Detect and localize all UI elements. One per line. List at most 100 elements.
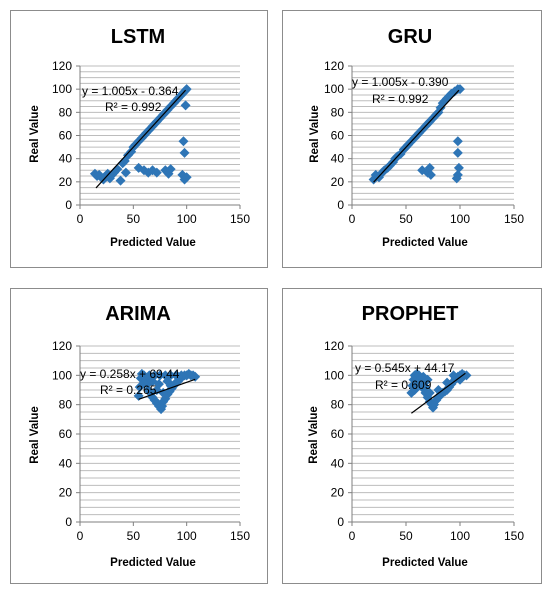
data-points (133, 368, 201, 415)
x-axis-label: Predicted Value (382, 557, 468, 569)
x-tick-label: 0 (77, 529, 84, 543)
x-tick-label: 50 (399, 529, 413, 543)
x-tick-label: 0 (349, 212, 356, 226)
data-point (418, 371, 429, 382)
y-tick-label: 100 (52, 368, 72, 382)
r-squared-label: R² = 0.609 (375, 378, 432, 392)
x-tick-label: 100 (177, 212, 197, 226)
y-tick-label: 80 (59, 398, 73, 412)
y-tick-label: 20 (59, 175, 73, 189)
data-point (155, 370, 165, 381)
data-point (425, 169, 436, 180)
data-point (190, 371, 201, 382)
data-point (151, 167, 162, 178)
x-tick-label: 0 (77, 212, 84, 226)
y-tick-label: 40 (331, 152, 345, 166)
y-axis-label: Real Value (309, 105, 321, 163)
x-tick-label: 100 (450, 529, 470, 543)
x-tick-label: 0 (349, 529, 356, 543)
data-point (451, 173, 462, 184)
data-point (178, 136, 189, 147)
y-tick-label: 120 (52, 339, 72, 353)
panel-border (282, 288, 542, 584)
x-tick-label: 100 (177, 529, 197, 543)
chart-panel-gru: 0 20 40 60 80 100 120 0 50 100 150 GRU y = 1.005x - … (282, 10, 542, 268)
data-point (139, 377, 149, 388)
trendline (95, 89, 187, 189)
y-tick-label: 120 (324, 59, 344, 73)
data-point (158, 387, 169, 398)
data-point (452, 136, 463, 147)
data-point (180, 100, 191, 111)
y-tick-label: 80 (331, 105, 345, 119)
y-tick-label: 20 (59, 486, 73, 500)
y-axis-label: Real Value (29, 406, 41, 464)
y-tick-label: 40 (59, 456, 73, 470)
data-point (453, 162, 464, 173)
trendline-equation: y = 0.545x + 44.17 (355, 361, 455, 375)
data-point (409, 385, 420, 395)
data-point (461, 370, 472, 381)
data-point (181, 172, 192, 183)
y-tick-label: 0 (65, 515, 72, 529)
y-tick-label: 40 (331, 456, 345, 470)
x-tick-label: 150 (504, 529, 524, 543)
x-tick-label: 50 (127, 212, 141, 226)
y-tick-label: 20 (331, 175, 345, 189)
data-point (153, 379, 164, 390)
trendline (373, 89, 460, 183)
data-point (173, 371, 184, 382)
chart-title: ARIMA (105, 303, 171, 325)
data-point (115, 175, 126, 186)
trendline (411, 372, 466, 414)
x-axis-label: Predicted Value (110, 237, 196, 249)
y-tick-label: 100 (324, 368, 344, 382)
x-axis-label: Predicted Value (382, 237, 468, 249)
y-tick-label: 100 (52, 82, 72, 96)
y-tick-label: 0 (337, 198, 344, 212)
y-tick-label: 120 (324, 339, 344, 353)
chart-panel-arima: 0 20 40 60 80 100 120 0 50 100 150 ARIMA y = 0.258x … (10, 288, 268, 584)
data-point (452, 147, 463, 158)
y-tick-label: 120 (52, 59, 72, 73)
chart-title: LSTM (111, 26, 165, 48)
data-point (162, 376, 173, 387)
data-point (420, 382, 431, 393)
x-tick-label: 150 (230, 529, 250, 543)
y-tick-label: 0 (337, 515, 344, 529)
data-point (424, 387, 435, 398)
data-point (179, 147, 190, 158)
y-tick-label: 60 (59, 129, 73, 143)
r-squared-label: R² = 0.992 (372, 92, 429, 106)
x-tick-label: 150 (230, 212, 250, 226)
y-axis-label: Real Value (29, 105, 41, 163)
x-tick-label: 50 (399, 212, 413, 226)
chart-panel-prophet: 0 20 40 60 80 100 120 0 50 100 150 PROPHET y = 0.545… (282, 288, 542, 584)
chart-title: GRU (388, 26, 432, 48)
y-tick-label: 0 (65, 198, 72, 212)
panel-border (10, 288, 268, 584)
trendline-equation: y = 1.005x - 0.390 (352, 75, 449, 89)
trendline (138, 378, 196, 400)
data-point (120, 167, 131, 178)
r-squared-label: R² = 0.265 (100, 383, 157, 397)
y-tick-label: 60 (59, 427, 73, 441)
data-point (424, 162, 435, 173)
x-axis-label: Predicted Value (110, 557, 196, 569)
y-tick-label: 100 (324, 82, 344, 96)
y-tick-label: 20 (331, 486, 345, 500)
chart-panel-lstm: 0 20 40 60 80 100 120 0 50 100 150 LSTM y = 1.005x -… (10, 10, 268, 268)
chart-title: PROPHET (362, 303, 459, 325)
y-tick-label: 80 (59, 105, 73, 119)
trendline-equation: y = 1.005x - 0.364 (82, 84, 179, 98)
x-tick-label: 150 (504, 212, 524, 226)
y-tick-label: 40 (59, 152, 73, 166)
y-tick-label: 60 (331, 427, 345, 441)
x-tick-label: 50 (127, 529, 141, 543)
y-axis-label: Real Value (308, 406, 320, 464)
r-squared-label: R² = 0.992 (105, 100, 162, 114)
data-point (455, 374, 465, 385)
data-point (448, 370, 459, 381)
